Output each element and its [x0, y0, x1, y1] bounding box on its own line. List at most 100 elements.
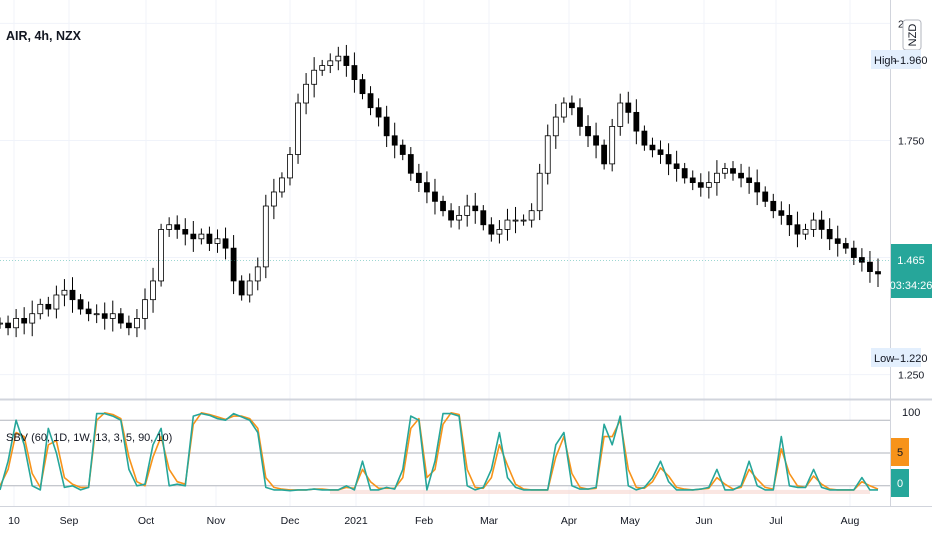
countdown-timer: 03:34:26: [890, 280, 932, 292]
candles: [0, 44, 881, 338]
candle-body: [174, 224, 181, 230]
candle-body: [826, 229, 833, 240]
price-tick-label: 2: [898, 18, 904, 30]
price-tick-label: 1.250: [898, 370, 924, 382]
low-price-label: Low – 1.220: [871, 348, 928, 367]
candle-body: [802, 229, 809, 235]
candle-body: [375, 107, 382, 118]
candle-body: [569, 102, 575, 109]
candle-body: [303, 83, 309, 104]
candle-body: [536, 172, 543, 212]
candle-body: [730, 168, 736, 174]
indicator-legend[interactable]: SBV (60, 1D, 1W, 13, 3, 5, 90, 10): [6, 432, 172, 444]
candle-body: [834, 238, 841, 244]
badge-upper-value: 5: [897, 447, 903, 459]
indicator-series-line: [0, 412, 878, 492]
candle-body: [351, 65, 358, 80]
candle-body: [117, 313, 124, 324]
candle-body: [512, 219, 519, 222]
time-tick-label: Jun: [696, 515, 713, 527]
candle-body: [359, 79, 366, 95]
low-dash: –: [893, 353, 900, 365]
time-axis[interactable]: 10 Sep Oct Nov Dec 2021 Feb Mar Apr May Jun Jul Aug: [8, 515, 859, 527]
candle-body: [504, 219, 511, 230]
candle-body: [29, 313, 36, 324]
candle-body: [166, 224, 173, 230]
time-tick-label: May: [620, 515, 641, 527]
candle-body: [722, 168, 728, 174]
candle-body: [214, 238, 221, 244]
candle-body: [464, 205, 471, 216]
candle-body: [335, 55, 342, 62]
candle-body: [472, 205, 479, 212]
candle-body: [37, 303, 44, 315]
candle-body: [456, 214, 463, 221]
candle-body: [858, 257, 865, 263]
candle-body: [633, 111, 640, 132]
candle-body: [125, 322, 132, 329]
high-label-text: High: [874, 55, 897, 67]
candle-body: [295, 102, 301, 155]
currency-button[interactable]: NZD: [902, 19, 922, 51]
candle-body: [681, 168, 688, 179]
last-price-value: 1.465: [897, 255, 925, 267]
candle-body: [560, 102, 567, 118]
candle-body: [399, 144, 406, 155]
low-label-text: Low: [874, 353, 894, 365]
low-label-value: 1.220: [900, 353, 928, 365]
candle-body: [93, 313, 100, 316]
candle-body: [21, 317, 28, 324]
indicator-axis-100: 100: [902, 407, 920, 419]
candle-body: [544, 135, 551, 174]
candle-body: [657, 149, 664, 155]
candle-body: [705, 182, 712, 188]
candle-body: [0, 322, 3, 325]
candle-body: [270, 191, 277, 207]
high-label-value: 1.960: [900, 55, 928, 67]
last-price-badge: 1.465 03:34:26: [890, 244, 932, 298]
candle-body: [738, 172, 744, 179]
time-tick-label: Nov: [207, 515, 226, 527]
candle-body: [61, 289, 68, 296]
candle-body: [713, 172, 720, 184]
candle-body: [343, 55, 350, 66]
candle-body: [818, 219, 825, 230]
candle-body: [69, 289, 76, 301]
candle-body: [673, 163, 680, 169]
candle-body: [279, 177, 285, 193]
time-tick-label: Aug: [841, 515, 860, 527]
candle-body: [850, 247, 857, 258]
candle-body: [246, 280, 253, 296]
candle-body: [45, 303, 52, 310]
candle-body: [641, 130, 648, 146]
candle-body: [842, 243, 849, 249]
candle-body: [311, 69, 318, 85]
candle-body: [134, 317, 140, 329]
candle-body: [206, 233, 213, 244]
candle-body: [746, 177, 753, 184]
candle-body: [528, 210, 535, 221]
candle-body: [238, 280, 245, 296]
time-tick-label: Sep: [60, 515, 79, 527]
time-tick-label: Oct: [138, 515, 154, 527]
candle-body: [448, 210, 454, 221]
candle-body: [327, 60, 334, 66]
candle-body: [786, 214, 793, 226]
high-dash: –: [893, 55, 900, 67]
candle-body: [53, 294, 60, 310]
candle-body: [552, 116, 559, 137]
candle-body: [520, 219, 527, 222]
candle-body: [794, 224, 801, 235]
time-tick-label: Dec: [281, 515, 300, 527]
candle-body: [158, 229, 165, 282]
candle-body: [609, 126, 616, 165]
price-pane[interactable]: [0, 0, 890, 398]
candle-body: [85, 308, 92, 315]
candle-body: [488, 224, 495, 235]
candle-body: [101, 313, 108, 319]
candle-body: [601, 144, 608, 165]
time-tick-label: Jul: [769, 515, 782, 527]
candle-body: [415, 172, 422, 184]
